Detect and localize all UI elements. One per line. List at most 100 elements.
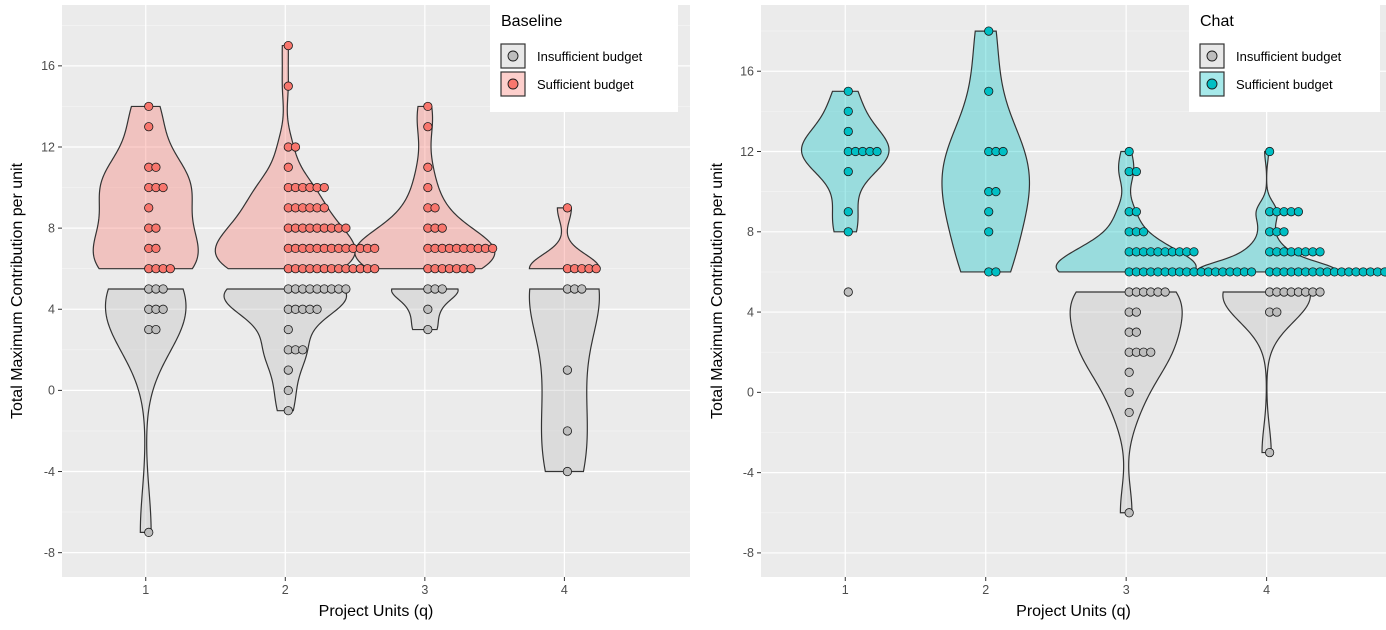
right-dot-insufficient-q3	[1124, 508, 1134, 518]
left-dot-sufficient-q1	[165, 264, 175, 274]
right-y-tick-label: 4	[747, 305, 754, 319]
right-dot-sufficient-q2	[984, 26, 994, 36]
right-y-tick-label: -8	[743, 546, 754, 560]
left-dots	[144, 40, 601, 537]
left-y-tick-label: -8	[44, 546, 55, 560]
left-dot-sufficient-q2	[319, 182, 329, 193]
right-dot-sufficient-q3	[1246, 267, 1257, 277]
left-legend-label-sufficient: Sufficient budget	[537, 77, 634, 92]
right-y-tick-label: 12	[740, 145, 754, 159]
left-dot-sufficient-q3	[437, 223, 447, 233]
left-dot-insufficient-q2	[298, 345, 308, 355]
right-dot-sufficient-q2	[984, 86, 994, 96]
left-dot-sufficient-q1	[144, 101, 154, 112]
left-dot-insufficient-q3	[423, 304, 433, 314]
right-y-tick-label: 0	[747, 386, 754, 400]
right-dot-insufficient-q3	[1124, 407, 1134, 418]
right-dot-sufficient-q2	[984, 227, 994, 237]
left-dot-sufficient-q1	[151, 243, 161, 253]
right-dot-insufficient-q3	[1146, 347, 1156, 357]
right-dot-insufficient-q3	[1131, 327, 1141, 337]
left-dot-sufficient-q1	[144, 203, 154, 213]
left-dot-sufficient-q2	[341, 223, 351, 233]
left-dot-insufficient-q1	[144, 527, 154, 537]
left-x-tick-label: 3	[421, 583, 428, 597]
left-violin-sufficient-q4	[528, 207, 601, 270]
left-x-tick-label: 2	[282, 583, 289, 597]
right-legend: Chat Insufficient budget Sufficient budget	[1189, 5, 1380, 112]
left-dot-sufficient-q3	[423, 162, 433, 172]
right-dot-sufficient-q1	[843, 227, 853, 237]
left-dot-insufficient-q3	[423, 324, 433, 335]
right-dot-sufficient-q3	[1131, 166, 1141, 177]
left-dot-sufficient-q2	[283, 162, 293, 172]
left-y-tick-label: -4	[44, 465, 55, 479]
left-x-tick-label: 1	[142, 583, 149, 597]
left-x-tick-label: 4	[561, 583, 568, 597]
right-violin-sufficient-q1	[800, 90, 890, 233]
right-dot-sufficient-q3	[1189, 247, 1199, 257]
right-dot-sufficient-q2	[991, 187, 1001, 197]
left-dot-sufficient-q3	[488, 243, 498, 253]
left-y-tick-label: 8	[48, 221, 55, 235]
left-dot-insufficient-q1	[151, 324, 161, 335]
left-dot-insufficient-q3	[437, 284, 447, 294]
left-dot-sufficient-q3	[423, 182, 433, 193]
left-dot-sufficient-q2	[370, 264, 380, 274]
right-dot-insufficient-q3	[1124, 367, 1134, 377]
left-x-axis-title: Project Units (q)	[319, 603, 434, 620]
right-dot-sufficient-q3	[1138, 227, 1149, 237]
right-legend-title: Chat	[1200, 13, 1234, 30]
left-dot-insufficient-q4	[577, 284, 587, 294]
left-dot-sufficient-q3	[430, 203, 440, 213]
left-dot-sufficient-q2	[319, 203, 329, 213]
right-legend-dot-insufficient	[1206, 50, 1218, 62]
left-dot-insufficient-q2	[341, 284, 351, 294]
right-violin-insufficient-q3	[1069, 291, 1183, 514]
left-violin-insufficient-q4	[528, 288, 601, 473]
left-dot-insufficient-q2	[283, 365, 293, 375]
left-dot-sufficient-q3	[466, 264, 476, 274]
right-dot-insufficient-q1	[843, 287, 853, 297]
right-legend-label-sufficient: Sufficient budget	[1236, 77, 1333, 92]
right-dot-sufficient-q4	[1293, 207, 1304, 217]
right-dots	[843, 26, 1386, 518]
left-dot-insufficient-q4	[562, 426, 573, 436]
right-dot-insufficient-q4	[1272, 307, 1282, 317]
left-dot-sufficient-q3	[423, 101, 433, 112]
left-dot-sufficient-q4	[591, 264, 601, 274]
left-dot-sufficient-q3	[423, 122, 433, 132]
right-y-axis-title: Total Maximum Contribution per unit	[709, 162, 726, 419]
right-dot-sufficient-q1	[843, 166, 853, 177]
left-dot-sufficient-q2	[290, 142, 301, 152]
right-dot-sufficient-q1	[872, 146, 882, 157]
right-dot-sufficient-q1	[843, 207, 853, 217]
left-y-tick-label: 0	[48, 384, 55, 398]
right-dot-insufficient-q3	[1124, 387, 1134, 397]
right-dot-sufficient-q1	[843, 106, 853, 116]
right-y-tick-label: -4	[743, 466, 754, 480]
left-dot-sufficient-q1	[158, 182, 168, 193]
left-y-axis-title: Total Maximum Contribution per unit	[9, 162, 26, 419]
left-dot-insufficient-q2	[283, 406, 293, 416]
right-dot-sufficient-q4	[1315, 247, 1325, 257]
left-legend-label-insufficient: Insufficient budget	[537, 49, 643, 64]
left-legend-background	[490, 5, 678, 112]
left-violin-insufficient-q1	[104, 288, 187, 533]
left-dot-sufficient-q1	[151, 223, 161, 233]
right-dot-sufficient-q2	[991, 267, 1001, 277]
right-x-tick-label: 4	[1263, 583, 1270, 597]
right-legend-label-insufficient: Insufficient budget	[1236, 49, 1342, 64]
right-dot-insufficient-q3	[1160, 287, 1170, 297]
left-dot-insufficient-q2	[283, 324, 293, 335]
left-legend-dot-insufficient	[507, 50, 519, 62]
left-dot-sufficient-q1	[144, 122, 154, 132]
left-dot-insufficient-q2	[283, 385, 293, 395]
left-legend: Baseline Insufficient budget Sufficient bu…	[490, 5, 678, 112]
right-dot-insufficient-q4	[1265, 447, 1275, 458]
right-dot-insufficient-q3	[1131, 307, 1141, 317]
right-dot-sufficient-q1	[843, 126, 853, 137]
left-dot-insufficient-q1	[158, 304, 168, 314]
left-dot-insufficient-q1	[158, 284, 168, 294]
